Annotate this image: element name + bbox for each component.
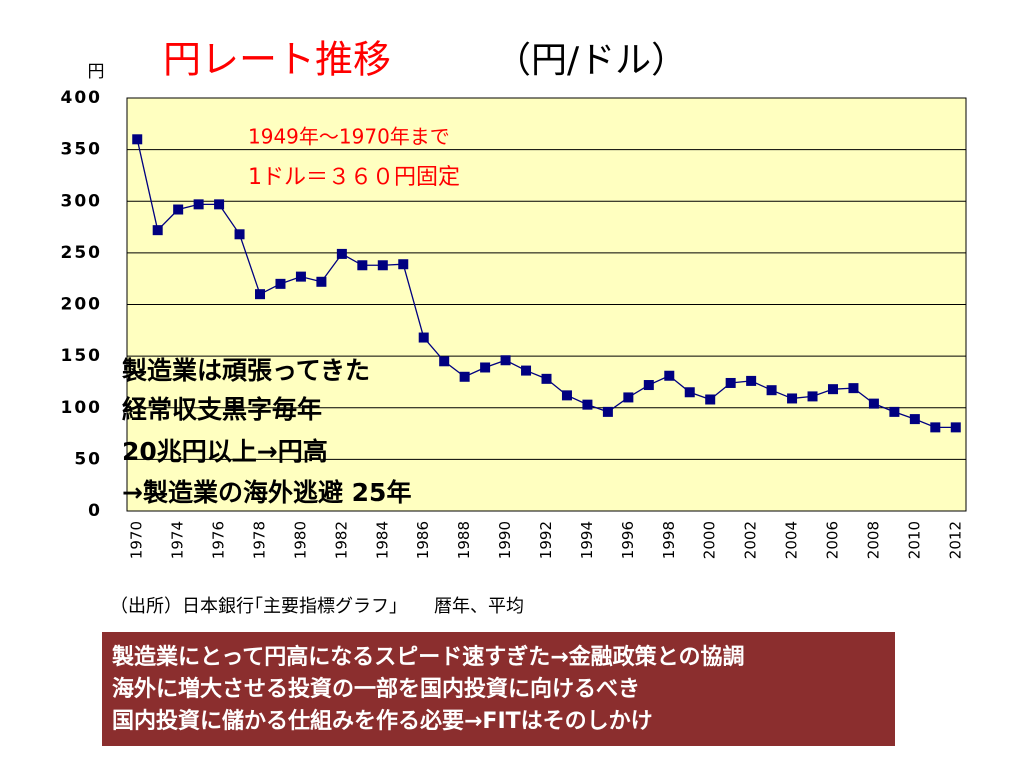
chart-title: 円レート推移	[163, 38, 391, 82]
marker	[909, 414, 920, 425]
marker	[295, 271, 306, 282]
conclusion: 海外に増大させる投資の一部を国内投資に向けるべき	[112, 676, 640, 702]
annotation: 1949年～1970年まで	[248, 125, 450, 149]
marker	[275, 278, 286, 289]
annotation: 1ドル＝３６０円固定	[248, 165, 460, 190]
y-tick-label: 400	[61, 88, 103, 108]
note: 製造業は頑張ってきた	[121, 356, 370, 385]
y-tick-label: 0	[88, 501, 102, 521]
y-tick-label: 250	[61, 243, 103, 263]
marker	[582, 399, 593, 410]
marker	[398, 259, 409, 270]
y-axis-label: 円	[88, 62, 105, 82]
marker	[827, 384, 838, 395]
marker	[787, 393, 798, 404]
marker	[930, 422, 941, 433]
marker	[234, 229, 245, 240]
x-tick-label: 2006	[823, 521, 841, 559]
marker	[439, 356, 450, 367]
marker	[705, 394, 716, 405]
x-tick-label: 1976	[210, 521, 228, 559]
x-tick-label: 1986	[414, 521, 432, 559]
marker	[746, 375, 757, 386]
marker	[152, 225, 163, 236]
marker	[214, 199, 225, 210]
marker	[459, 371, 470, 382]
marker	[664, 370, 675, 381]
x-tick-label: 2008	[864, 521, 882, 559]
marker	[561, 390, 572, 401]
x-tick-label: 2012	[946, 521, 964, 559]
marker	[255, 289, 266, 300]
marker	[193, 199, 204, 210]
note: 20兆円以上→円高	[122, 437, 328, 466]
x-tick-label: 1994	[578, 521, 596, 559]
note: 経常収支黒字毎年	[122, 395, 322, 424]
marker	[684, 387, 695, 398]
marker	[541, 373, 552, 384]
y-tick-label: 150	[61, 346, 103, 366]
x-tick-label: 1984	[373, 521, 391, 559]
marker	[848, 383, 859, 394]
y-tick-label: 350	[61, 140, 103, 160]
chart-subtitle: （円/ドル）	[495, 40, 687, 81]
x-tick-label: 2002	[742, 521, 760, 559]
source: （出所）日本銀行｢主要指標グラフ｣ 暦年、平均	[110, 596, 524, 617]
x-tick-label: 2000	[701, 521, 719, 559]
marker	[521, 365, 532, 376]
y-tick-label: 200	[61, 295, 103, 315]
x-tick-label: 1978	[251, 521, 269, 559]
marker	[643, 380, 654, 391]
x-tick-label: 1996	[619, 521, 637, 559]
marker	[500, 355, 511, 366]
x-tick-label: 1990	[496, 521, 514, 559]
marker	[868, 398, 879, 409]
marker	[950, 422, 961, 433]
marker	[807, 391, 818, 402]
conclusion-box	[102, 632, 895, 746]
marker	[480, 362, 491, 373]
marker	[418, 332, 429, 343]
note: →製造業の海外逃避 25年	[122, 478, 411, 507]
marker	[889, 406, 900, 417]
marker	[623, 392, 634, 403]
x-tick-label: 1980	[291, 521, 309, 559]
marker	[602, 406, 613, 417]
x-tick-label: 1988	[455, 521, 473, 559]
marker	[766, 385, 777, 396]
x-tick-label: 2004	[783, 521, 801, 559]
x-tick-label: 1974	[169, 521, 187, 559]
conclusion: 国内投資に儲かる仕組みを作る必要→FITはそのしかけ	[112, 708, 653, 734]
y-tick-label: 300	[61, 191, 103, 211]
marker	[336, 248, 347, 259]
marker	[173, 204, 184, 215]
marker	[725, 377, 736, 388]
marker	[377, 260, 388, 271]
marker	[132, 134, 143, 145]
x-tick-label: 1998	[660, 521, 678, 559]
x-tick-label: 1982	[332, 521, 350, 559]
marker	[316, 276, 327, 287]
x-tick-label: 1992	[537, 521, 555, 559]
conclusion: 製造業にとって円高になるスピード速すぎた→金融政策との協調	[111, 644, 744, 670]
x-tick-label: 1970	[128, 521, 146, 559]
marker	[357, 260, 368, 271]
y-tick-label: 50	[74, 449, 102, 469]
x-tick-label: 2010	[905, 521, 923, 559]
y-tick-label: 100	[61, 398, 103, 418]
